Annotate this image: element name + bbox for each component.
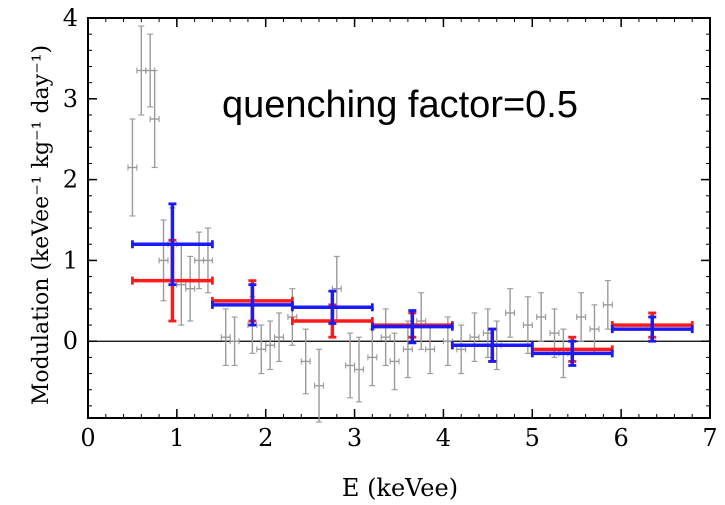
data-point-gray — [367, 328, 378, 387]
data-point-gray — [536, 292, 547, 342]
data-point-gray — [589, 304, 600, 354]
data-point-gray — [425, 324, 436, 375]
data-point-blue — [210, 283, 294, 327]
data-point-gray — [456, 324, 467, 375]
data-point-gray — [185, 255, 196, 322]
x-tick-label: 2 — [258, 424, 273, 452]
data-point-gray — [158, 219, 169, 302]
text-layer: quenching factor=0.5 E (keVee) Modulatio… — [29, 45, 578, 502]
data-point-blue — [290, 289, 374, 325]
data-point-gray — [602, 280, 613, 330]
y-tick-label: 0 — [63, 327, 78, 355]
data-point-gray — [229, 316, 240, 367]
x-tick-label: 4 — [436, 424, 451, 452]
y-tick-label: 3 — [63, 85, 78, 113]
x-tick-label: 1 — [169, 424, 184, 452]
data-point-gray — [416, 292, 427, 350]
x-tick-label: 5 — [525, 424, 540, 452]
series-blue — [131, 202, 694, 367]
data-point-gray — [127, 118, 138, 217]
data-point-blue — [370, 309, 454, 345]
data-point-gray — [314, 348, 325, 423]
data-point-gray — [402, 320, 413, 379]
data-layer — [127, 25, 694, 423]
data-point-gray — [300, 328, 311, 395]
x-tick-label: 7 — [702, 424, 717, 452]
data-point-gray — [136, 25, 147, 116]
x-tick-label: 3 — [347, 424, 362, 452]
x-tick-label: 0 — [80, 424, 95, 452]
plot-frame — [87, 17, 711, 419]
data-point-gray — [380, 308, 391, 367]
y-tick-label: 1 — [63, 246, 78, 274]
data-point-gray — [576, 292, 587, 342]
data-point-gray — [389, 332, 400, 391]
y-tick-label: 4 — [63, 4, 78, 32]
data-point-gray — [345, 332, 356, 399]
data-point-gray — [176, 243, 187, 326]
data-point-gray — [256, 324, 267, 375]
data-point-blue — [530, 339, 614, 367]
data-point-gray — [469, 312, 480, 362]
data-point-blue — [610, 315, 694, 343]
x-axis-label: E (keVee) — [342, 474, 458, 502]
data-point-gray — [274, 312, 285, 362]
data-point-gray — [505, 288, 516, 338]
axes-layer: 0 1 2 3 4 5 6 7 0 1 2 3 4 — [63, 4, 718, 452]
data-point-blue — [450, 327, 534, 363]
data-point-gray — [354, 336, 365, 403]
data-point-blue — [131, 202, 214, 287]
data-point-gray — [265, 320, 276, 371]
y-tick-label: 2 — [63, 166, 78, 194]
data-point-gray — [149, 69, 160, 169]
y-axis-label: Modulation (keVee⁻¹ kg⁻¹ day⁻¹) — [29, 45, 54, 405]
data-point-gray — [220, 308, 231, 367]
x-tick-label: 6 — [614, 424, 629, 452]
annotation-label: quenching factor=0.5 — [222, 84, 578, 126]
